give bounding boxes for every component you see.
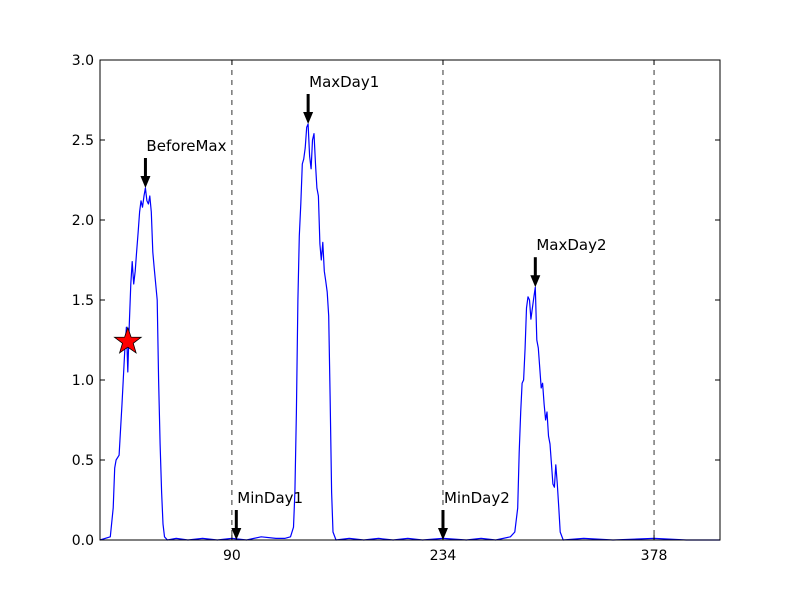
series-line [99, 123, 720, 541]
x-tick-label: 234 [430, 548, 457, 564]
annotation-label: MaxDay1 [309, 73, 379, 91]
x-tick-label: 90 [223, 548, 241, 564]
annotation-label: MaxDay2 [536, 236, 606, 254]
annotation-arrowhead [231, 528, 242, 540]
y-tick-label: 1.0 [72, 373, 94, 389]
y-tick-label: 0.5 [72, 453, 94, 469]
annotation-label: MinDay1 [237, 489, 303, 507]
marker-layer [113, 326, 143, 354]
annotation-label: MinDay2 [444, 489, 510, 507]
annotation-arrowhead [303, 112, 314, 124]
series-layer [99, 123, 720, 541]
y-tick-label: 2.5 [72, 133, 94, 149]
annotation-label: BeforeMax [146, 137, 226, 155]
ticks-layer: 0.0 0.5 1.0 1.5 2.0 2.5 3.0 90 234 378 [72, 53, 720, 564]
annotation-layer: BeforeMax MinDay1 MaxDay1 MinDay2 MaxDay2 [140, 73, 607, 540]
annotation-arrowhead [140, 176, 151, 188]
y-tick-label: 1.5 [72, 293, 94, 309]
reference-lines [231, 60, 655, 540]
annotation-arrowhead [437, 528, 448, 540]
y-tick-label: 3.0 [72, 53, 94, 69]
y-tick-label: 0.0 [72, 533, 94, 549]
annotation-arrowhead [530, 275, 541, 288]
star-marker [113, 326, 143, 354]
x-tick-label: 378 [641, 548, 668, 564]
y-tick-label: 2.0 [72, 213, 94, 229]
